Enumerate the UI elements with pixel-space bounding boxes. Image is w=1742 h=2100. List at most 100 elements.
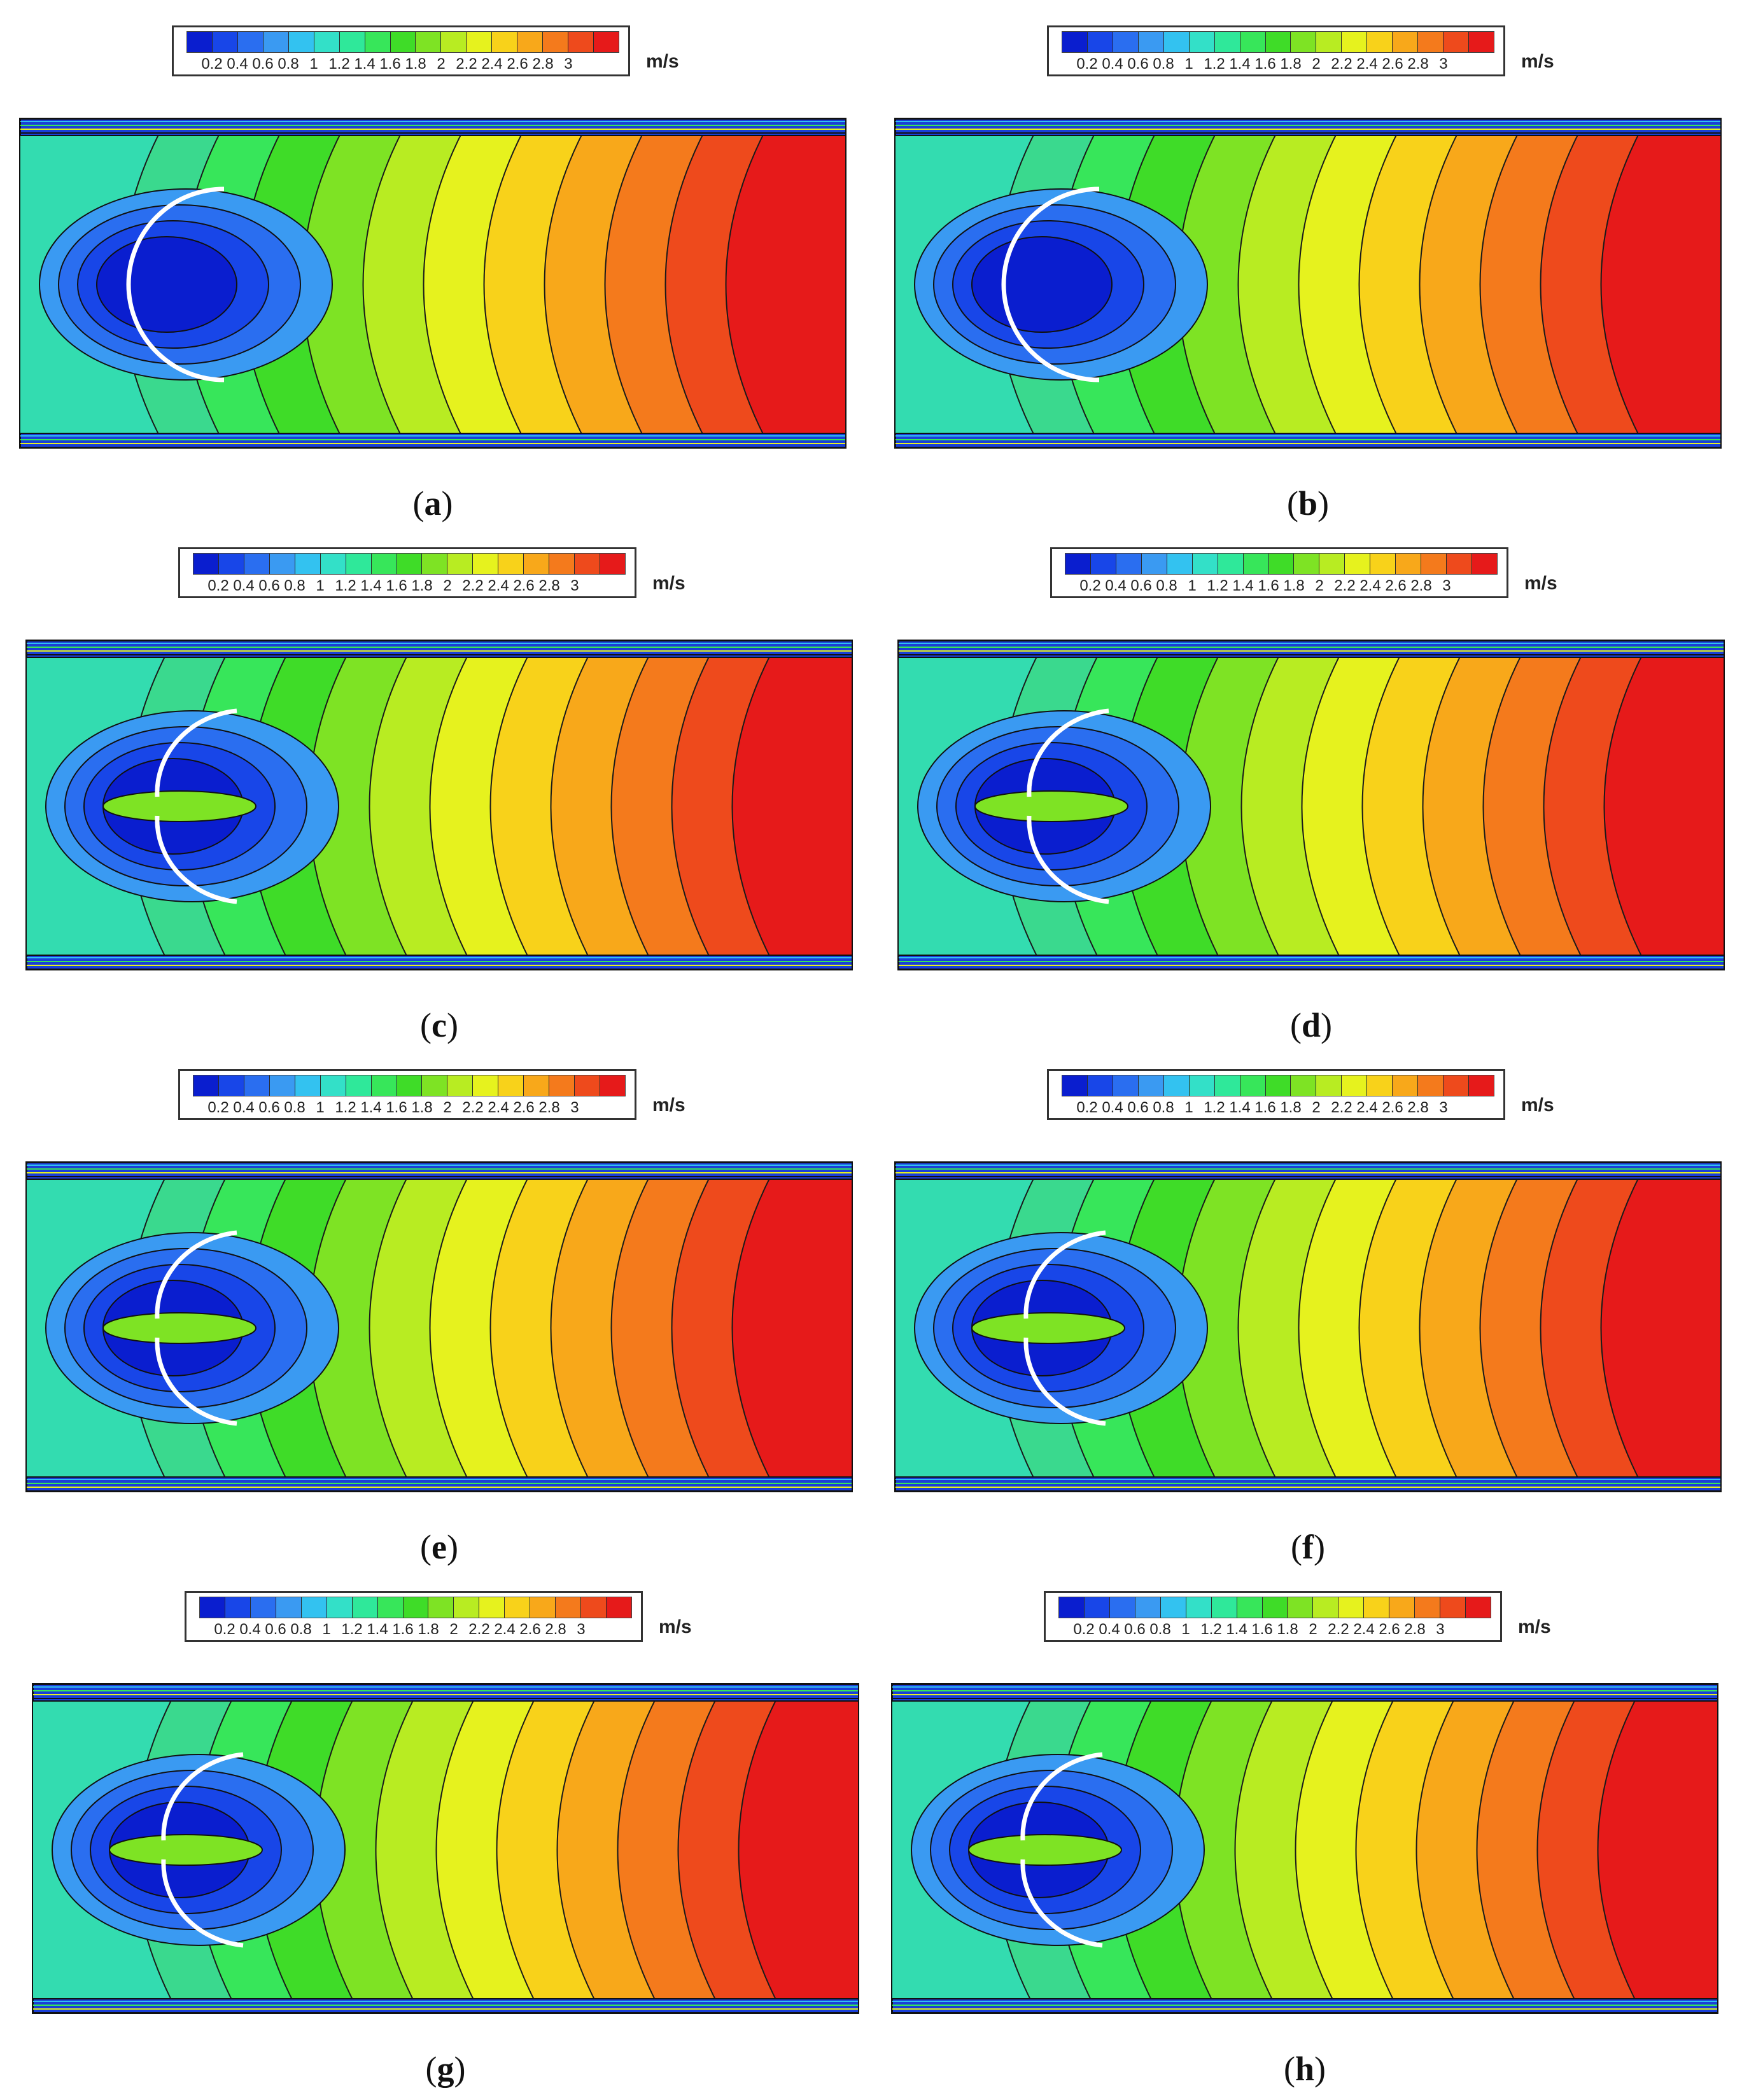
colorbar-swatch	[1291, 32, 1317, 52]
colorbar-swatch	[581, 1597, 607, 1618]
colorbar-swatch	[1447, 554, 1472, 574]
colorbar-swatch	[1421, 554, 1447, 574]
colorbar-tick-label: 1.8	[1280, 55, 1302, 73]
colorbar-tick-label: 0.6	[1124, 1621, 1146, 1638]
colorbar-swatch	[1243, 554, 1269, 574]
colorbar-swatch	[530, 1597, 556, 1618]
colorbar-swatch	[600, 1075, 625, 1096]
colorbar-swatches	[193, 1075, 626, 1096]
colorbar-tick-label: 1.4	[360, 1099, 382, 1116]
device-arc	[1001, 186, 1100, 382]
colorbar-swatch	[600, 554, 625, 574]
colorbar-swatch	[187, 32, 213, 52]
colorbar-swatch	[269, 1075, 295, 1096]
colorbar-swatch	[244, 554, 270, 574]
colorbar-swatch	[327, 1597, 353, 1618]
panel-c: 0.2 0.4 0.6 0.8 1 1.2 1.4 1.6 1.8 2 2.2 2.4 2.6 2.8 3 m…	[25, 547, 853, 1056]
colorbar-swatch	[447, 554, 474, 574]
panel-label-open: (	[1289, 1006, 1302, 1044]
colorbar-swatch	[498, 554, 524, 574]
device-arc-upper	[1020, 1752, 1103, 1841]
colorbar-tick-label: 1.6	[392, 1621, 414, 1638]
colorbar-swatch	[352, 1597, 378, 1618]
colorbar-swatch	[1342, 1075, 1368, 1096]
contour-svg	[896, 1163, 1720, 1491]
colorbar-swatch	[498, 1075, 524, 1096]
colorbar-tick-label: 1.4	[1229, 1099, 1251, 1116]
colorbar-tick-label: 2	[1315, 577, 1324, 594]
colorbar-swatch	[1135, 1597, 1161, 1618]
colorbar-tick-label: 2.8	[532, 55, 554, 73]
colorbar-tick-label: 1.8	[405, 55, 426, 73]
panel-label-open: (	[420, 1006, 432, 1044]
panel-label-letter: h	[1295, 2050, 1315, 2088]
colorbar-swatch	[193, 1075, 219, 1096]
colorbar-ticks: 0.2 0.4 0.6 0.8 1 1.2 1.4 1.6 1.8 2 2.2 2.4 2.6 2.8 3	[193, 1099, 626, 1118]
colorbar-swatch	[1065, 554, 1091, 574]
colorbar-swatch	[1237, 1597, 1263, 1618]
colorbar-ticks: 0.2 0.4 0.6 0.8 1 1.2 1.4 1.6 1.8 2 2.2 2.4 2.6 2.8 3	[193, 577, 626, 596]
colorbar-swatch	[1364, 1597, 1390, 1618]
colorbar-swatch	[397, 554, 423, 574]
colorbar-swatches	[193, 553, 626, 575]
colorbar-tick-label: 1.6	[1258, 577, 1279, 594]
colorbar-swatch	[288, 32, 314, 52]
colorbar-swatch	[1062, 32, 1088, 52]
colorbar-swatch	[1113, 32, 1139, 52]
colorbar-tick-label: 2	[437, 55, 446, 73]
colorbar-swatch	[301, 1597, 327, 1618]
colorbar-tick-label: 2.2	[456, 55, 477, 73]
colorbar-swatch	[250, 1597, 276, 1618]
panel-label: (a)	[19, 484, 846, 523]
colorbar-swatch	[1189, 1075, 1215, 1096]
panel-label: (h)	[891, 2049, 1718, 2089]
colorbar-swatch	[1393, 1075, 1419, 1096]
colorbar-swatch	[1396, 554, 1422, 574]
panel-label-letter: a	[424, 484, 442, 522]
colorbar-swatch	[1138, 32, 1164, 52]
colorbar-swatch	[607, 1597, 631, 1618]
device-arc-upper	[155, 1230, 237, 1319]
colorbar-swatch	[1342, 32, 1368, 52]
colorbar-ticks: 0.2 0.4 0.6 0.8 1 1.2 1.4 1.6 1.8 2 2.2 2.4 2.6 2.8 3	[1062, 55, 1494, 74]
colorbar-tick-label: 2	[1309, 1621, 1317, 1638]
colorbar-tick-label: 1.6	[1254, 1099, 1276, 1116]
colorbar-tick-label: 1.2	[335, 577, 356, 594]
device-arc-lower	[1023, 1337, 1106, 1426]
panel-label: (c)	[25, 1005, 853, 1045]
colorbar-swatches	[199, 1597, 632, 1618]
panel-label-close: )	[1314, 2050, 1326, 2088]
colorbar-tick-label: 2.2	[1334, 577, 1356, 594]
panel-label: (d)	[897, 1005, 1725, 1045]
colorbar-tick-label: 1.4	[354, 55, 376, 73]
center-jet-contour	[102, 790, 256, 822]
colorbar-tick-label: 0.8	[284, 577, 306, 594]
panel-label-letter: b	[1298, 484, 1318, 522]
colorbar-tick-label: 0.8	[1153, 55, 1174, 73]
colorbar-tick-label: 1.4	[1229, 55, 1251, 73]
panel-label: (e)	[25, 1527, 853, 1567]
colorbar-swatch	[200, 1597, 225, 1618]
colorbar-tick-label: 0.4	[239, 1621, 261, 1638]
colorbar-swatch	[314, 32, 340, 52]
colorbar-swatches	[1065, 553, 1498, 575]
colorbar-tick-label: 1	[316, 1099, 325, 1116]
colorbar-swatch	[295, 1075, 321, 1096]
colorbar-swatch	[1059, 1597, 1085, 1618]
colorbar-swatch	[1084, 1597, 1110, 1618]
colorbar-swatch	[1163, 1075, 1190, 1096]
colorbar-swatch	[1214, 1075, 1240, 1096]
colorbar-swatch	[422, 554, 448, 574]
colorbar-swatch	[1189, 32, 1215, 52]
panel-label: (b)	[894, 484, 1722, 523]
panel-label-letter: e	[432, 1528, 447, 1566]
colorbar-ticks: 0.2 0.4 0.6 0.8 1 1.2 1.4 1.6 1.8 2 2.2 2.4 2.6 2.8 3	[1062, 1099, 1494, 1118]
colorbar-tick-label: 0.2	[1073, 1621, 1095, 1638]
colorbar-tick-label: 1	[316, 577, 325, 594]
colorbar-tick-label: 1.6	[386, 1099, 407, 1116]
colorbar-tick-label: 0.6	[252, 55, 274, 73]
colorbar-tick-label: 1	[1188, 577, 1197, 594]
colorbar-swatch	[1389, 1597, 1415, 1618]
colorbar-swatch	[524, 554, 550, 574]
contour-plot	[32, 1683, 859, 2014]
